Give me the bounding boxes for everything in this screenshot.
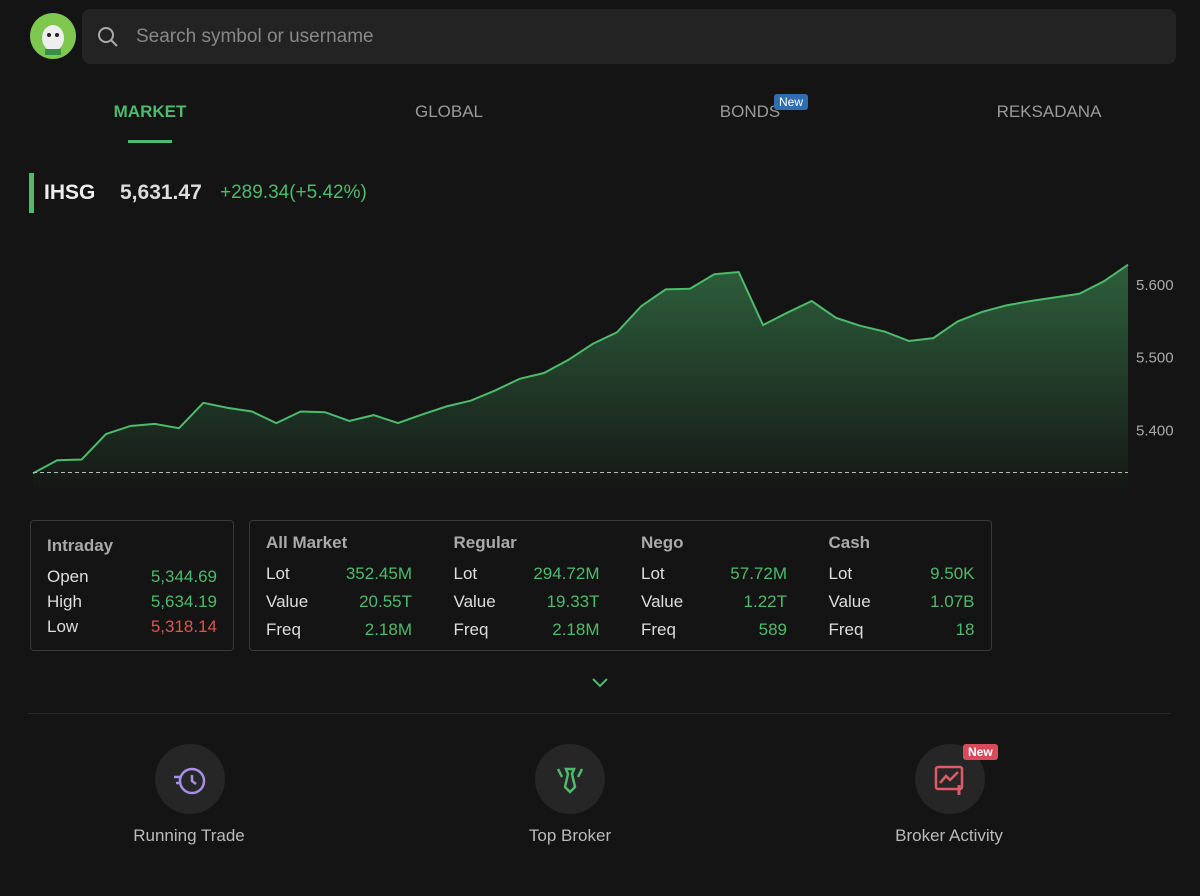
row-label: Freq — [266, 620, 301, 639]
avatar[interactable] — [30, 13, 76, 59]
row-value: 352.45M — [345, 564, 412, 583]
row-value: 20.55T — [359, 592, 412, 611]
row-label: Value — [453, 592, 496, 611]
row-value: 5,344.69 — [150, 567, 217, 586]
shortcut-label[interactable]: Top Broker — [528, 826, 612, 845]
box-title: All Market — [266, 533, 348, 552]
index-price: 5,631.47 — [120, 181, 202, 204]
box-title: Regular — [453, 533, 517, 552]
row-value: 589 — [758, 620, 787, 639]
row-label: Lot — [266, 564, 290, 583]
index-bar — [29, 173, 34, 213]
row-label: Value — [828, 592, 871, 611]
row-label: Value — [641, 592, 684, 611]
price-line — [32, 263, 1129, 475]
new-badge: New — [774, 94, 809, 110]
row-label: Lot — [641, 564, 665, 583]
row-label: Freq — [641, 620, 676, 639]
row-label: Low — [47, 617, 79, 636]
row-label: Freq — [453, 620, 489, 639]
box-title: Nego — [641, 533, 684, 552]
search-placeholder: Search symbol or username — [136, 26, 374, 47]
row-value: 57.72M — [730, 564, 787, 583]
expand-chevron[interactable] — [590, 675, 610, 691]
broker-activity-icon[interactable] — [914, 743, 986, 815]
tab[interactable]: BONDS — [719, 102, 781, 121]
shortcut-label[interactable]: Broker Activity — [895, 826, 1003, 845]
shortcut-label[interactable]: Running Trade — [133, 826, 245, 845]
y-tick-label: 5.400 — [1136, 422, 1174, 439]
row-label: Lot — [828, 564, 853, 583]
row-value: 9.50K — [930, 564, 975, 583]
tab-underline — [128, 140, 172, 143]
intraday-box: Intraday Open 5,344.69 High 5,634.19 Low… — [30, 520, 234, 651]
area-fill — [33, 264, 1128, 490]
running-trade-icon[interactable] — [154, 743, 226, 815]
row-label: High — [47, 592, 82, 611]
top-broker-icon[interactable] — [534, 743, 606, 815]
row-value: 1.07B — [930, 592, 975, 611]
row-value: 19.33T — [546, 592, 600, 611]
index-change: +289.34(+5.42%) — [220, 182, 367, 203]
row-value: 294.72M — [533, 564, 600, 583]
row-label: Open — [47, 567, 89, 586]
row-value: 1.22T — [743, 592, 787, 611]
box-title: Cash — [828, 533, 871, 552]
row-label: Value — [266, 592, 309, 611]
row-value: 2.18M — [552, 620, 600, 639]
row-value: 5,318.14 — [150, 617, 217, 636]
row-value: 2.18M — [364, 620, 412, 639]
row-value: 5,634.19 — [150, 592, 217, 611]
tab[interactable]: REKSADANA — [996, 102, 1102, 121]
y-tick-label: 5.500 — [1136, 350, 1174, 367]
tab[interactable]: GLOBAL — [414, 102, 484, 121]
y-tick-label: 5.600 — [1136, 277, 1174, 294]
row-label: Lot — [453, 564, 478, 583]
tab[interactable]: MARKET — [113, 102, 187, 121]
new-badge: New — [963, 744, 998, 760]
search-box[interactable]: Search symbol or username — [82, 9, 1176, 64]
row-label: Freq — [828, 620, 864, 639]
market-box: All Market Lot 352.45M Value 20.55T Freq 2.18M… — [249, 520, 992, 651]
search-icon — [98, 27, 118, 47]
row-value: 18 — [955, 620, 975, 639]
index-name: IHSG — [44, 181, 96, 204]
box-title: Intraday — [47, 536, 114, 555]
chart: 5.400 5.500 5.600 — [32, 263, 1174, 490]
divider — [28, 713, 1170, 714]
